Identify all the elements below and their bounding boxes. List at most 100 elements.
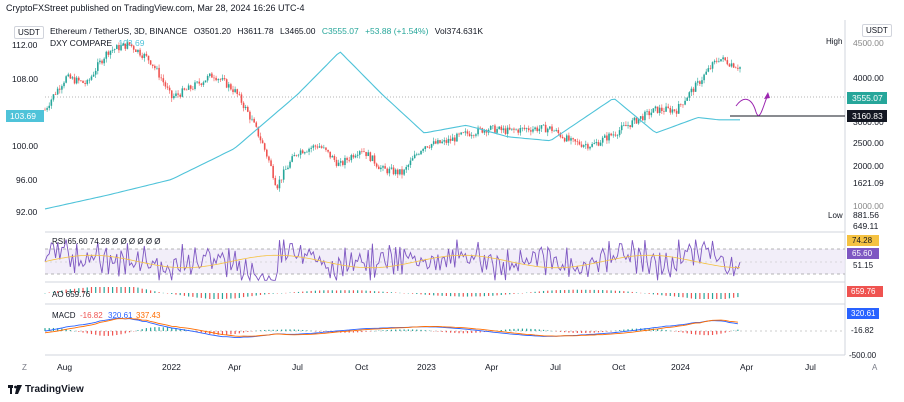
candle-body <box>422 149 424 151</box>
candle-body <box>696 81 699 83</box>
candle-body <box>219 79 222 80</box>
ao-bar <box>572 289 574 293</box>
right-axis-label: 4000.00 <box>853 73 884 83</box>
candle-body <box>460 132 462 135</box>
x-axis-label: Oct <box>355 362 369 372</box>
candle-body <box>200 83 203 85</box>
timezone-button[interactable]: Z <box>22 363 27 372</box>
macd-hist-bar <box>162 327 164 331</box>
candle-body <box>399 169 401 175</box>
candle-body <box>534 127 536 130</box>
candle-body <box>335 159 338 166</box>
candle-body <box>502 128 505 131</box>
macd-hist-bar <box>69 330 71 331</box>
macd-hist-bar <box>344 331 346 333</box>
candle-body <box>468 133 471 137</box>
ao-bar <box>137 287 139 293</box>
ao-bar <box>95 287 97 293</box>
candle-body <box>544 124 547 133</box>
projection-path[interactable] <box>735 94 769 116</box>
ao-bar <box>411 293 414 294</box>
candle-body <box>413 154 416 159</box>
ao-bar <box>555 290 557 293</box>
candle-body <box>135 49 137 53</box>
candle-body <box>295 155 298 156</box>
ao-bar <box>209 293 211 299</box>
macd-line <box>44 317 738 339</box>
macd-hist-bar <box>580 331 583 333</box>
symbol-name[interactable]: Ethereum / TetherUS, 3D, BINANCE <box>50 26 188 36</box>
macd-hist-bar <box>124 331 126 334</box>
compare-label[interactable]: DXY COMPARE <box>50 38 113 48</box>
macd-hist-bar <box>475 331 477 333</box>
candle-body <box>58 88 61 90</box>
macd-hist-bar <box>652 328 654 331</box>
macd-hist-bar <box>631 328 633 331</box>
macd-hist-bar <box>657 329 659 331</box>
macd-hist-bar <box>57 328 59 331</box>
ao-bar <box>133 287 135 293</box>
tradingview-brand[interactable]: TradingView <box>8 384 84 395</box>
ao-bar <box>171 293 173 294</box>
right-axis-label: 2500.00 <box>853 138 884 148</box>
candle-body <box>301 150 304 154</box>
level-badge[interactable] <box>847 110 887 122</box>
candle-body <box>707 68 710 72</box>
main-chart[interactable]: 112.00 108.00 100.00 96.00 92.00 103.69 … <box>0 0 904 380</box>
candle-body <box>230 84 232 90</box>
ao-bar <box>90 287 93 293</box>
macd-hist-bar <box>644 328 646 331</box>
ao-bar <box>179 293 181 296</box>
ao-bar <box>559 290 562 293</box>
ao-bar <box>564 290 566 293</box>
ao-bar <box>496 293 498 296</box>
auto-scale-button[interactable]: A <box>872 363 878 372</box>
candle-body <box>380 167 382 170</box>
dxy-compare-line[interactable] <box>44 51 740 210</box>
macd-hist-bar <box>150 327 152 331</box>
macd-hist-bar <box>695 331 697 335</box>
ao-bar <box>428 293 431 295</box>
ao-bar <box>78 288 80 293</box>
candle-body <box>101 60 103 64</box>
candle-body <box>118 45 120 51</box>
candle-body <box>291 156 293 162</box>
candle-body <box>515 129 517 131</box>
candle-body <box>255 122 258 127</box>
left-axis-label: 108.00 <box>12 74 38 84</box>
macd-hist-bar <box>276 329 278 331</box>
candle-body <box>652 108 655 113</box>
candle-body <box>549 126 551 129</box>
candle-body <box>88 79 91 81</box>
candle-body <box>158 67 160 78</box>
ao-bar <box>390 292 393 293</box>
ao-bar <box>657 293 659 295</box>
candle-body <box>130 44 133 47</box>
macd-hist-bar <box>720 331 722 334</box>
close-value: C3555.07 <box>321 26 359 36</box>
macd-hist-bar <box>272 329 274 331</box>
ao-bar <box>606 290 608 293</box>
x-axis-label: Apr <box>740 362 753 372</box>
ao-bar <box>602 290 604 293</box>
candle-body <box>601 137 604 143</box>
candle-body <box>555 129 558 131</box>
candle-body <box>654 106 657 109</box>
candle-body <box>266 149 268 157</box>
right-currency-label[interactable]: USDT <box>862 24 892 37</box>
ao-bar <box>441 293 443 296</box>
ao-bar <box>623 291 625 293</box>
macd-hist-bar <box>200 331 202 333</box>
macd-hist-bar <box>407 329 409 331</box>
macd-hist-bar <box>285 329 287 331</box>
candle-body <box>333 156 336 160</box>
ao-bar <box>711 293 714 299</box>
ao-bar <box>585 289 587 293</box>
ao-bar <box>73 288 76 293</box>
ao-bar <box>323 290 325 293</box>
candle-body <box>466 131 469 134</box>
publish-caption: CryptoFXStreet published on TradingView.… <box>6 3 305 13</box>
candle-body <box>458 133 460 135</box>
candle-body <box>734 67 737 69</box>
candle-body <box>44 109 46 111</box>
